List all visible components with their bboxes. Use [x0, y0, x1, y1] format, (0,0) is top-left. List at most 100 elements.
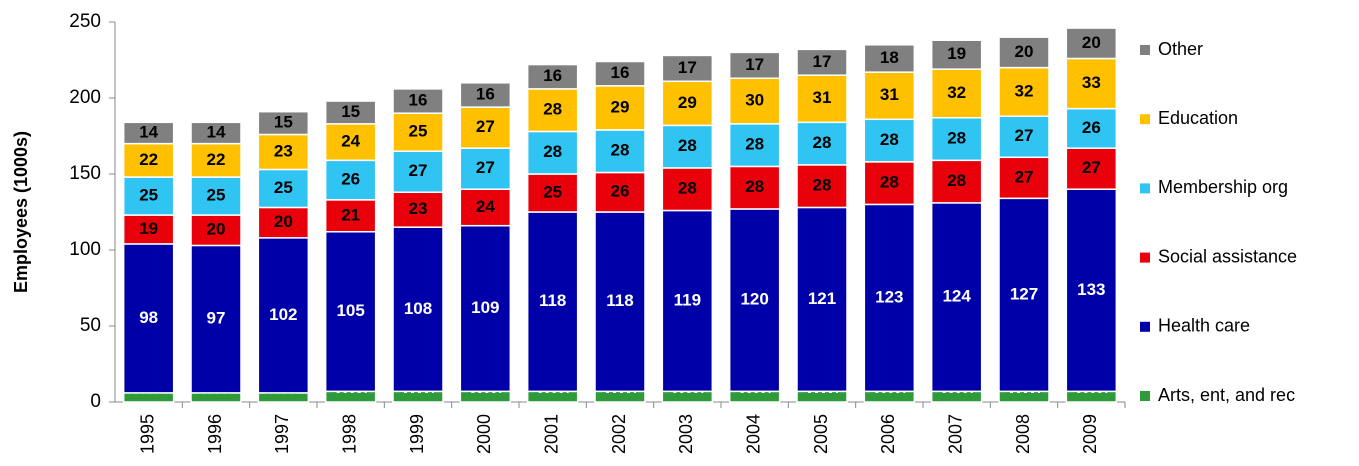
x-tick-label: 2000	[474, 414, 494, 454]
bar-segment	[661, 54, 714, 83]
bar-segment	[728, 123, 781, 168]
y-tick-label: 250	[69, 11, 101, 32]
data-label: 121	[808, 289, 836, 308]
data-label: 14	[139, 122, 158, 141]
bar-segment	[728, 208, 781, 393]
bar-segment	[324, 231, 377, 393]
bar-segment	[998, 197, 1050, 393]
data-label: 23	[409, 199, 428, 218]
bar-segment	[392, 88, 444, 114]
bar-segment	[526, 88, 579, 133]
bar-segment	[661, 124, 714, 169]
legend-swatch	[1140, 321, 1150, 332]
bar-segment	[930, 159, 983, 204]
bar-segment	[863, 161, 916, 206]
data-label: 28	[880, 173, 899, 192]
x-tick-label: 2003	[676, 414, 696, 454]
bar-segment	[459, 224, 512, 393]
bar-segment	[930, 39, 983, 70]
data-label: 28	[611, 141, 630, 160]
data-label: 17	[745, 55, 764, 74]
data-label: 15	[274, 113, 293, 132]
data-label: 19	[139, 219, 158, 238]
y-tick-label: 50	[80, 315, 101, 336]
bar-segment	[796, 206, 848, 393]
data-label: 20	[1015, 42, 1034, 61]
data-label: 22	[139, 150, 158, 169]
data-label: 120	[740, 290, 768, 309]
data-label: 31	[880, 85, 899, 104]
data-label: 18	[880, 48, 899, 67]
bar-segment	[728, 77, 781, 125]
data-label: 20	[207, 220, 226, 239]
x-tick-label: 2004	[743, 414, 763, 454]
data-label: 16	[611, 63, 630, 82]
bar-segment	[863, 44, 916, 73]
bar-segment	[526, 211, 579, 393]
data-label: 28	[880, 130, 899, 149]
data-label: 27	[1015, 126, 1034, 145]
legend-label: Education	[1158, 108, 1238, 128]
bar-segment	[122, 176, 175, 216]
bar-segment	[594, 211, 646, 393]
bar-segment	[1065, 147, 1118, 190]
data-label: 17	[813, 52, 832, 71]
data-label: 20	[274, 212, 293, 231]
data-label: 22	[207, 150, 226, 169]
data-label: 27	[476, 117, 495, 136]
bar-segment	[459, 106, 512, 149]
data-label: 118	[606, 291, 633, 310]
bar-segment	[998, 115, 1050, 159]
data-label: 32	[1015, 81, 1034, 100]
y-tick-label: 100	[69, 239, 101, 260]
bar-segment	[1065, 27, 1118, 60]
x-tick-label: 2006	[878, 414, 898, 454]
data-label: 19	[947, 44, 966, 63]
data-label: 102	[269, 305, 297, 324]
x-tick-label: 1999	[407, 414, 427, 454]
bar-segment	[257, 133, 310, 171]
bar-segment	[998, 66, 1050, 117]
bar-segment	[728, 165, 781, 210]
bar-segment	[661, 209, 714, 393]
data-label: 20	[1082, 33, 1101, 52]
data-label: 28	[813, 133, 832, 152]
bar-segment	[392, 191, 444, 228]
data-label: 27	[476, 158, 495, 177]
bar-segment	[257, 392, 310, 403]
data-label: 123	[875, 287, 903, 306]
y-tick-label: 150	[69, 163, 101, 184]
data-label: 124	[942, 287, 971, 306]
data-label: 14	[207, 122, 226, 141]
x-tick-label: 2007	[945, 414, 965, 454]
bar-segment	[257, 206, 310, 239]
x-tick-label: 2002	[609, 414, 629, 454]
legend-label: Social assistance	[1158, 246, 1297, 266]
legend-label: Arts, ent, and rec	[1158, 385, 1295, 405]
y-axis-label: Employees (1000s)	[11, 131, 31, 293]
data-label: 28	[813, 176, 832, 195]
data-label: 28	[947, 129, 966, 148]
bar-segment	[661, 80, 714, 127]
data-label: 29	[611, 97, 630, 116]
data-label: 31	[813, 88, 832, 107]
bar-segment	[122, 392, 175, 403]
data-label: 127	[1010, 284, 1038, 303]
data-label: 30	[745, 91, 764, 110]
bar-segment	[459, 82, 512, 108]
bar-segment	[392, 150, 444, 193]
data-label: 27	[1082, 158, 1101, 177]
bar-segment	[998, 36, 1050, 69]
bar-segment	[863, 203, 916, 393]
data-label: 26	[611, 182, 630, 201]
legend-label: Other	[1158, 39, 1203, 59]
legend-label: Health care	[1158, 316, 1250, 336]
data-label: 25	[409, 122, 428, 141]
bar-segment	[190, 244, 242, 394]
data-label: 24	[341, 132, 360, 151]
x-tick-label: 1997	[272, 414, 292, 454]
x-tick-label: 2009	[1080, 414, 1100, 454]
data-label: 21	[341, 205, 360, 224]
x-tick-label: 2001	[541, 414, 561, 454]
data-label: 25	[139, 186, 158, 205]
